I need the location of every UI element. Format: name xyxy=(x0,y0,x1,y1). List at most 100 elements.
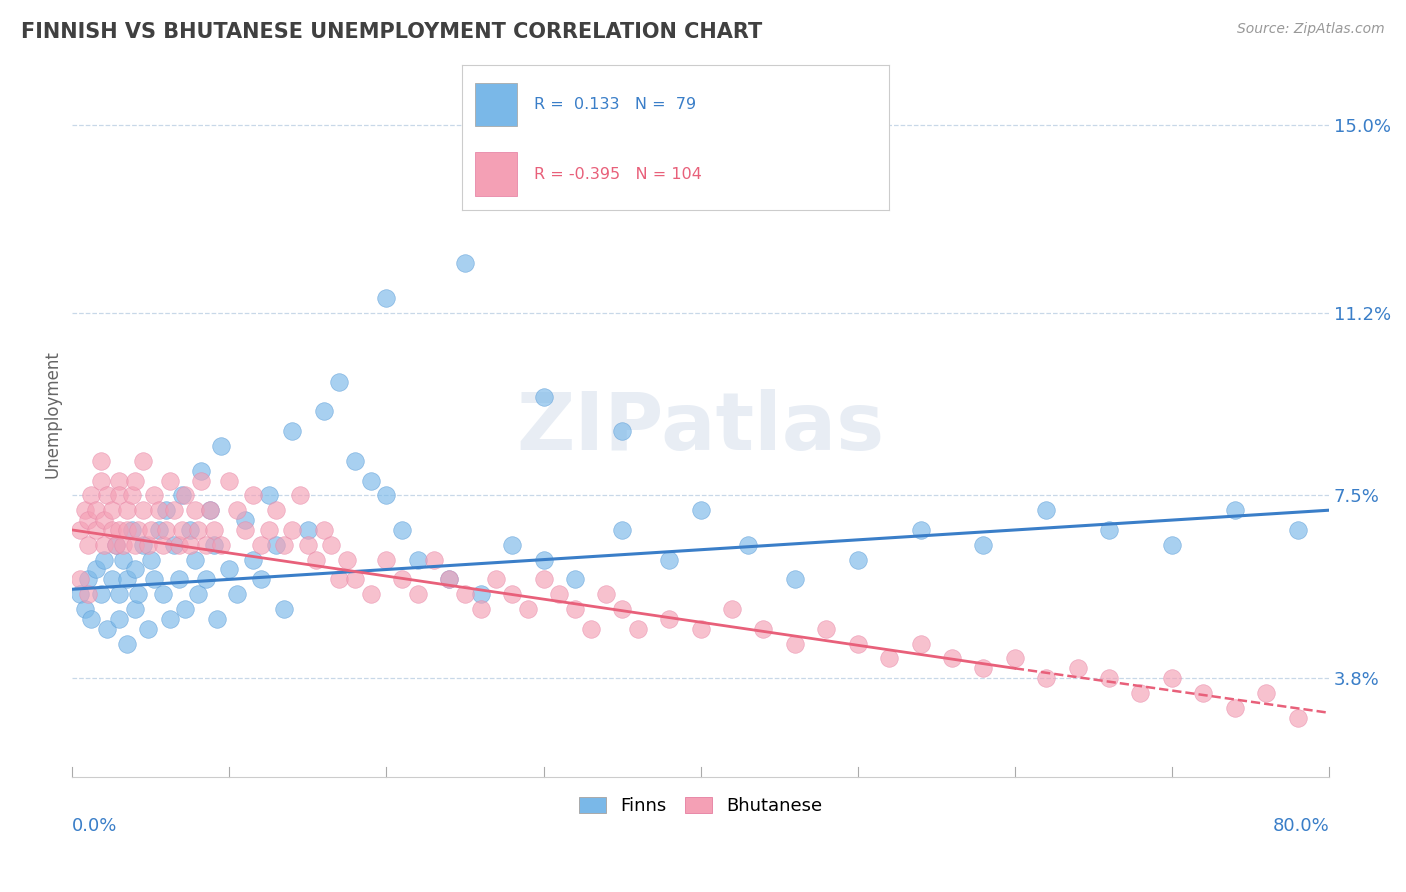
Point xyxy=(343,454,366,468)
Point xyxy=(273,602,295,616)
Point xyxy=(163,503,186,517)
Point xyxy=(1129,686,1152,700)
Point xyxy=(96,488,118,502)
Point xyxy=(288,488,311,502)
Point xyxy=(815,622,838,636)
Point xyxy=(89,454,111,468)
Point xyxy=(179,538,201,552)
Point xyxy=(689,622,711,636)
Point xyxy=(281,523,304,537)
Point xyxy=(533,390,555,404)
Point xyxy=(100,523,122,537)
Point xyxy=(579,622,602,636)
Point xyxy=(172,523,194,537)
Point xyxy=(1223,503,1246,517)
Point xyxy=(111,552,134,566)
Point xyxy=(595,587,617,601)
Point xyxy=(439,573,461,587)
Point xyxy=(194,538,217,552)
Point xyxy=(205,612,228,626)
Text: 0.0%: 0.0% xyxy=(72,816,118,835)
Point xyxy=(910,523,932,537)
Point xyxy=(846,552,869,566)
Point xyxy=(108,612,131,626)
Point xyxy=(321,538,343,552)
Point xyxy=(972,538,994,552)
Point xyxy=(1223,701,1246,715)
Point xyxy=(305,552,328,566)
Point xyxy=(249,573,271,587)
Point xyxy=(124,474,146,488)
Point xyxy=(783,637,806,651)
Point xyxy=(1192,686,1215,700)
Point xyxy=(516,602,538,616)
Point xyxy=(257,488,280,502)
Point xyxy=(172,488,194,502)
Point xyxy=(737,538,759,552)
Text: Source: ZipAtlas.com: Source: ZipAtlas.com xyxy=(1237,22,1385,37)
Point xyxy=(69,523,91,537)
Point xyxy=(257,523,280,537)
Point xyxy=(226,587,249,601)
Legend: Finns, Bhutanese: Finns, Bhutanese xyxy=(572,789,830,822)
Point xyxy=(233,513,256,527)
Point xyxy=(190,464,212,478)
Point xyxy=(375,552,398,566)
Point xyxy=(77,538,100,552)
Point xyxy=(233,523,256,537)
Point xyxy=(610,523,633,537)
Point xyxy=(159,612,181,626)
Point xyxy=(689,503,711,517)
Point xyxy=(242,488,264,502)
Point xyxy=(152,538,174,552)
Point xyxy=(100,503,122,517)
Point xyxy=(127,587,149,601)
Point xyxy=(1098,523,1121,537)
Point xyxy=(77,573,100,587)
Point xyxy=(406,552,429,566)
Point xyxy=(108,474,131,488)
Point xyxy=(266,503,288,517)
Point xyxy=(360,587,382,601)
Point xyxy=(336,552,359,566)
Point xyxy=(77,513,100,527)
Point xyxy=(93,513,115,527)
Point xyxy=(163,538,186,552)
Point xyxy=(105,538,128,552)
Point xyxy=(610,602,633,616)
Point xyxy=(84,503,107,517)
Point xyxy=(211,439,233,453)
Point xyxy=(375,291,398,305)
Point xyxy=(297,523,319,537)
Point xyxy=(77,587,100,601)
Point xyxy=(184,552,207,566)
Point xyxy=(1286,523,1309,537)
Text: ZIPatlas: ZIPatlas xyxy=(516,390,884,467)
Point xyxy=(152,587,174,601)
Point xyxy=(454,587,477,601)
Point xyxy=(501,538,523,552)
Point xyxy=(297,538,319,552)
Point xyxy=(174,602,197,616)
Point xyxy=(266,538,288,552)
Point xyxy=(100,573,122,587)
Point xyxy=(910,637,932,651)
Point xyxy=(454,256,477,270)
Point xyxy=(1098,671,1121,685)
Point xyxy=(564,602,586,616)
Point xyxy=(564,573,586,587)
Point xyxy=(501,587,523,601)
Point xyxy=(783,573,806,587)
Point xyxy=(167,573,190,587)
Point xyxy=(127,523,149,537)
Point xyxy=(124,602,146,616)
Point xyxy=(627,622,650,636)
Point xyxy=(439,573,461,587)
Point xyxy=(312,523,335,537)
Point xyxy=(179,523,201,537)
Point xyxy=(752,622,775,636)
Point xyxy=(174,488,197,502)
Point xyxy=(93,552,115,566)
Point xyxy=(124,562,146,576)
Point xyxy=(194,573,217,587)
